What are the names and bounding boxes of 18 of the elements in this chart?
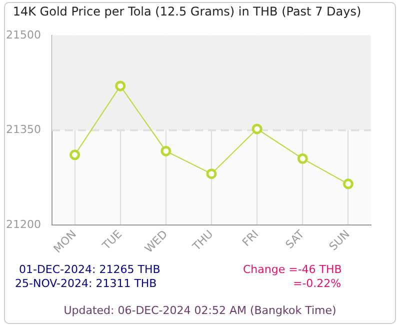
point [342, 178, 354, 190]
text: 01-DEC-2024: 21265 THB [19, 263, 160, 276]
text: Change =-46 THB [243, 263, 342, 276]
point [252, 124, 262, 134]
point [115, 80, 126, 92]
point [70, 150, 80, 160]
point [206, 168, 217, 180]
text: Updated: 06-DEC-2024 02:52 AM (Bangkok Time) [62, 304, 338, 317]
y-tick-label: 21350 [6, 123, 41, 136]
point [297, 153, 308, 164]
chart-title: 14K Gold Price per Tola (12.5 Grams) in THB (Past 7 Days) [12, 4, 362, 18]
text: 25-NOV-2024: 21311 THB [15, 277, 157, 290]
y-tick-label: 21500 [6, 28, 41, 42]
y-tick-label: 21200 [6, 218, 41, 231]
text: =-0.22% [293, 277, 342, 290]
x-tick-label: TUE [99, 228, 125, 253]
point [160, 146, 172, 156]
x-tick-label: FRI [240, 228, 262, 249]
